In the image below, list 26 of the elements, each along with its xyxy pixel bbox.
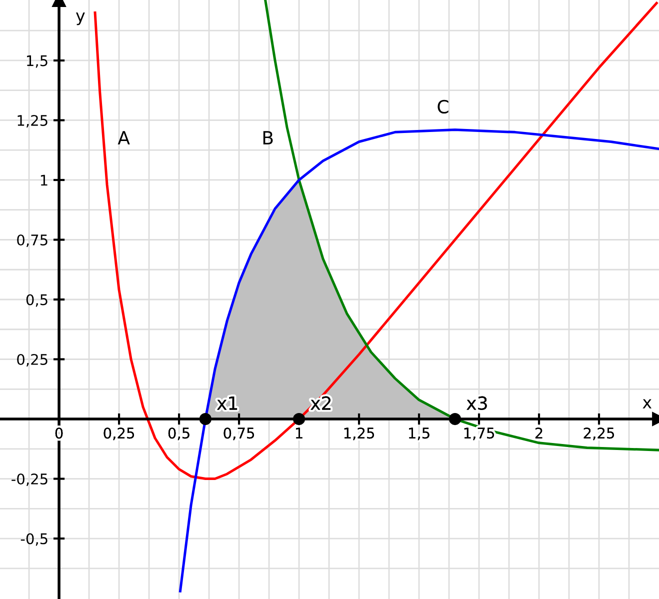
line-series bbox=[264, 0, 659, 452]
x-tick-label: 1,25 bbox=[344, 428, 374, 440]
x-tick-label: 0,25 bbox=[104, 428, 134, 440]
x-tick-label: 0,5 bbox=[168, 428, 190, 440]
y-axis-title: y bbox=[76, 12, 85, 26]
y-tick-label: -0,5 bbox=[20, 533, 48, 546]
x-tick-label: 1 bbox=[296, 428, 302, 438]
x-axis-title: x bbox=[642, 399, 652, 408]
annotation: x1 bbox=[217, 396, 238, 410]
x-tick-label: 2,25 bbox=[584, 428, 614, 440]
x-tick-label: 1,5 bbox=[409, 428, 430, 440]
series-label: C bbox=[438, 100, 448, 114]
annotation: x3 bbox=[466, 396, 487, 410]
line-series bbox=[94, 2, 658, 480]
y-tick-label: 0,75 bbox=[17, 234, 48, 247]
y-tick-label: 1,25 bbox=[18, 114, 48, 128]
y-tick-label: -0,25 bbox=[12, 473, 48, 486]
y-tick-label: 1,5 bbox=[27, 55, 48, 68]
series-label: B bbox=[263, 131, 273, 144]
series-label: A bbox=[118, 131, 130, 144]
y-tick-label: 0,5 bbox=[26, 294, 48, 307]
y-tick-label: 1 bbox=[40, 174, 48, 186]
x-tick-label: 1,75 bbox=[464, 428, 494, 440]
x-tick-label: 0,75 bbox=[224, 428, 254, 440]
y-tick-label: 0,25 bbox=[17, 354, 48, 366]
x-tick-label: 2 bbox=[535, 428, 542, 438]
